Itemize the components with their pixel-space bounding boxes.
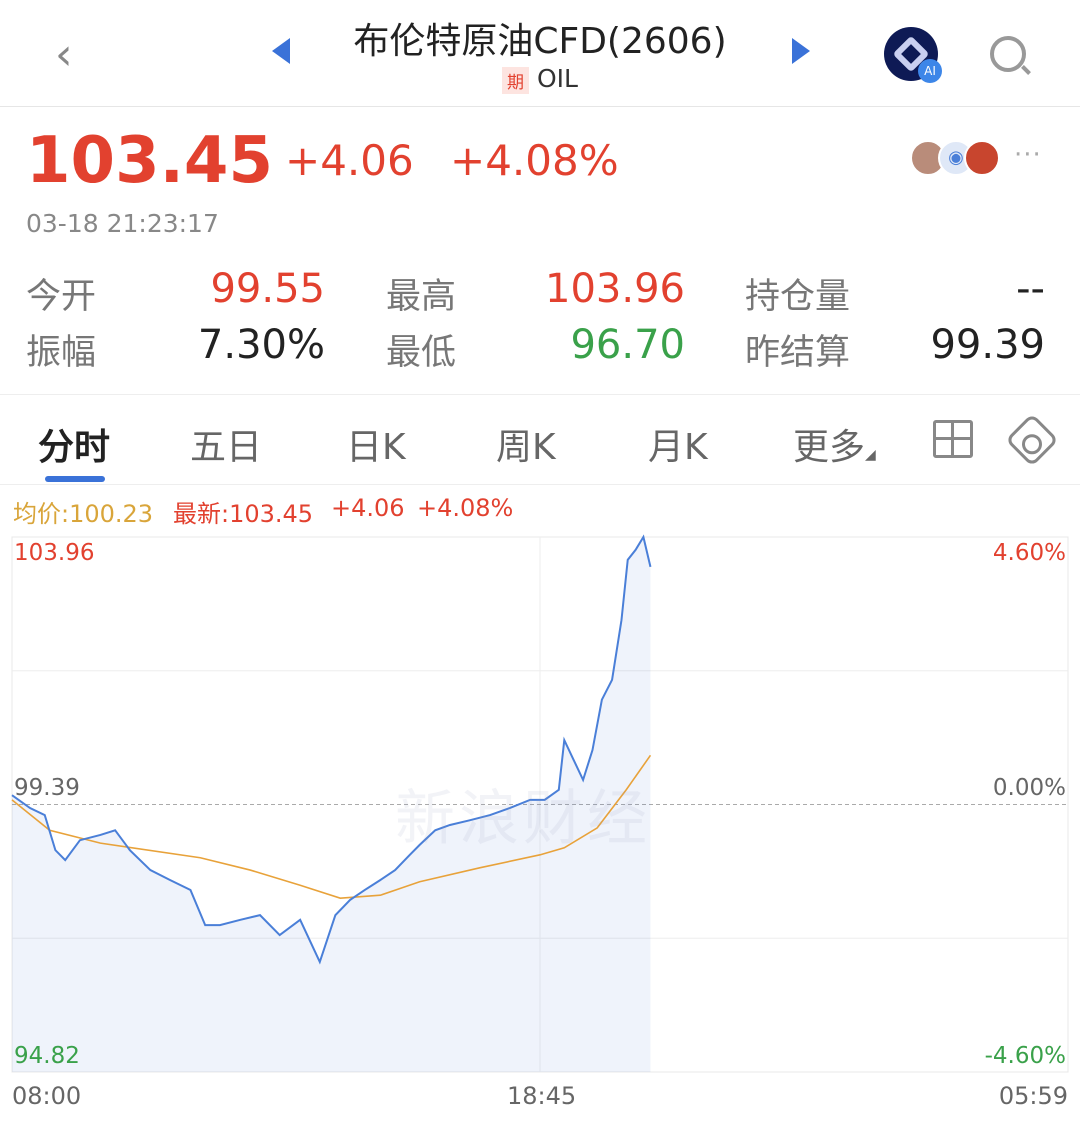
y-pct-high: 4.60% [992,540,1066,566]
tab-weekly-k[interactable]: 周K [496,427,556,468]
tab-five-day[interactable]: 五日 [190,427,263,468]
last-price: 103.45 [26,124,273,198]
instrument-code: 期 OIL [300,64,780,94]
legend-latest: 最新:103.45 [173,500,314,528]
y-pct-ref: 0.00% [992,775,1066,801]
stat-value: 7.30% [197,322,325,368]
y-pct-low: -4.60% [984,1043,1066,1069]
tab-monthly-k[interactable]: 月K [648,427,708,468]
price-change-pct: +4.08% [450,136,619,185]
stat-value: 99.39 [930,322,1045,368]
next-arrow-icon[interactable] [792,38,810,64]
y-label-high: 103.96 [14,540,95,566]
y-label-ref: 99.39 [14,775,80,801]
x-label-mid: 18:45 [507,1082,577,1110]
page-title: 布伦特原油CFD(2606) [353,21,727,62]
layout-grid-icon[interactable] [933,420,973,458]
stat-value: 99.55 [210,266,325,312]
futures-badge: 期 [502,66,529,94]
tab-intraday[interactable]: 分时 [38,427,111,468]
divider [0,394,1080,395]
stat-label: 今开 [26,277,97,317]
watermark: 新浪财经 [395,784,651,854]
tab-more-label: 更多 [793,427,866,468]
legend-average: 均价:100.23 [13,500,154,528]
average-line [11,754,652,899]
prev-arrow-icon[interactable] [272,38,290,64]
user-avatar[interactable] [910,140,946,176]
quote-timestamp: 03-18 21:23:17 [26,209,219,238]
x-label-start: 08:00 [12,1082,82,1110]
ai-assistant-icon[interactable]: AI [884,27,942,83]
stat-label: 最高 [386,277,457,317]
stat-value: 96.70 [570,322,685,368]
stat-label: 最低 [386,333,457,373]
legend-change-pct: +4.08% [417,494,514,522]
divider [0,484,1080,485]
price-change: +4.06 [285,136,414,185]
divider [0,106,1080,107]
tab-daily-k[interactable]: 日K [346,427,406,468]
dropdown-caret-icon: ◢ [865,447,876,463]
stat-label: 昨结算 [745,333,851,373]
stat-value: 103.96 [545,266,685,312]
stat-label: 振幅 [26,333,97,373]
y-label-low: 94.82 [14,1043,80,1069]
legend-change: +4.06 [331,494,405,522]
tab-more[interactable]: 更多◢ [793,418,876,470]
price-area [12,537,651,1072]
back-icon[interactable]: ‹ [55,29,73,80]
x-label-end: 05:59 [998,1082,1068,1110]
stat-label: 持仓量 [745,277,851,317]
search-icon[interactable] [990,36,1026,72]
code-text: OIL [537,64,578,93]
more-icon[interactable]: ··· [1014,140,1042,170]
active-tab-indicator [45,476,105,482]
stat-value: -- [1016,266,1045,312]
user-avatar[interactable] [964,140,1000,176]
